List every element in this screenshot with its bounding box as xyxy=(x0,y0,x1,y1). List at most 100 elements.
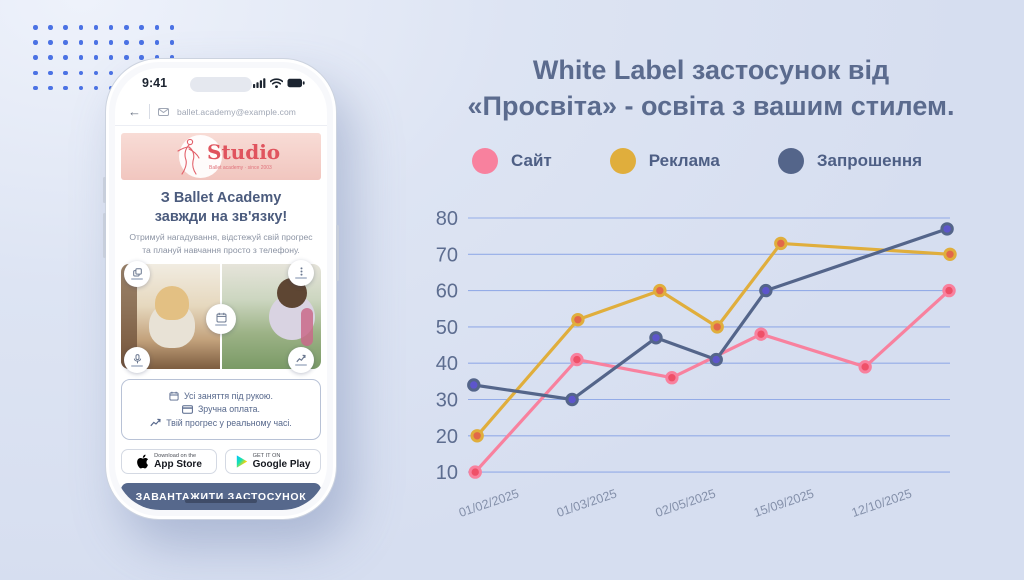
trend-up-icon xyxy=(150,418,161,427)
mail-nav-bar: ← ballet.academy@example.com xyxy=(115,98,327,126)
phone-side-button xyxy=(103,177,106,203)
data-point xyxy=(468,465,482,479)
y-tick-label: 20 xyxy=(436,426,458,448)
phone-heading-line2: завжди на зв'язку! xyxy=(154,208,288,225)
wifi-icon xyxy=(270,78,283,88)
legend-label: Реклама xyxy=(648,151,720,170)
data-point xyxy=(565,392,579,407)
copy-pages-badge xyxy=(124,261,150,287)
x-tick-label: 02/05/2025 xyxy=(654,486,718,520)
phone-side-button xyxy=(336,225,339,281)
store-buttons: Download on the App Store GET IT ON xyxy=(121,449,321,474)
page-title-line1: White Label застосунок від xyxy=(532,55,890,85)
y-tick-label: 60 xyxy=(436,281,458,303)
series-line xyxy=(473,288,951,474)
y-tick-label: 30 xyxy=(436,390,458,412)
x-tick-label: 15/09/2025 xyxy=(752,486,816,520)
chart-growth-icon xyxy=(296,354,306,363)
google-play-tagline: GET IT ON xyxy=(252,452,281,459)
data-point xyxy=(754,327,768,341)
feature-row: Зручна оплата. xyxy=(126,404,316,414)
ballet-dancer-icon xyxy=(177,138,200,175)
microphone-icon xyxy=(133,353,141,363)
data-point xyxy=(709,352,723,367)
data-point xyxy=(942,283,956,298)
feature-label: Усі заняття під рукою. xyxy=(184,390,273,401)
data-point xyxy=(943,247,957,261)
nav-divider xyxy=(149,104,150,119)
legend-item-site: Сайт xyxy=(472,148,552,174)
stats-badge xyxy=(288,347,314,373)
studio-tagline: Ballet academy · since 2003 xyxy=(209,165,272,171)
data-point xyxy=(858,360,872,374)
legend-item-invites: Запрошення xyxy=(777,148,923,174)
google-play-logo-icon xyxy=(236,455,247,468)
studio-logo-banner: Studio Ballet academy · since 2003 xyxy=(121,133,321,180)
copy-icon xyxy=(132,268,142,277)
feature-row: Твій прогрес у реальному часі. xyxy=(126,418,316,428)
data-point xyxy=(665,371,679,385)
google-play-button[interactable]: GET IT ON Google Play xyxy=(225,449,321,474)
calendar-icon xyxy=(216,312,226,323)
phone-side-button xyxy=(103,213,106,258)
status-time: 9:41 xyxy=(142,76,168,90)
feature-row: Усі заняття під рукою. xyxy=(126,391,316,401)
logo-background-disc xyxy=(179,135,222,178)
data-point xyxy=(649,331,663,345)
phone-heading-line1: З Ballet Academy xyxy=(160,190,282,206)
features-card: Усі заняття під рукою. Зручна оплата. Тв… xyxy=(121,379,321,440)
legend-dot-ads xyxy=(609,148,636,174)
download-app-button[interactable]: ЗАВАНТАЖИТИ ЗАСТОСУНОК xyxy=(121,483,321,510)
kebab-menu-icon xyxy=(300,267,302,276)
feature-label: Зручна оплата. xyxy=(197,404,261,414)
y-tick-label: 70 xyxy=(436,244,458,266)
data-point xyxy=(759,283,773,298)
status-icons xyxy=(253,78,305,88)
data-point xyxy=(653,283,667,298)
data-point xyxy=(467,378,481,392)
battery-icon xyxy=(287,78,305,88)
home-indicator xyxy=(185,499,257,503)
badge-caption-placeholder xyxy=(131,278,143,280)
badge-caption-placeholder xyxy=(215,324,227,326)
y-tick-label: 80 xyxy=(436,208,458,230)
data-point xyxy=(710,320,724,334)
legend-dot-invites xyxy=(777,148,804,174)
chart-legend: Сайт Реклама Запрошення xyxy=(472,148,922,174)
series-line xyxy=(475,241,952,438)
phone-mockup: 9:41 ← xyxy=(103,58,339,520)
envelope-icon xyxy=(158,107,169,116)
apple-logo-icon xyxy=(137,454,149,469)
app-store-label: App Store xyxy=(154,459,202,471)
schedule-badge xyxy=(206,304,236,334)
x-tick-label: 01/02/2025 xyxy=(457,486,521,520)
app-store-tagline: Download on the xyxy=(154,452,197,459)
studio-logo-text: Studio xyxy=(207,140,281,164)
badge-caption-placeholder xyxy=(295,277,307,279)
sender-email[interactable]: ballet.academy@example.com xyxy=(177,106,296,117)
y-tick-label: 40 xyxy=(436,353,458,375)
data-point xyxy=(940,222,954,236)
calendar-icon xyxy=(169,391,179,401)
line-chart: 10 20 30 40 50 60 70 80 01/02/2025 01/03/2025 02/0… xyxy=(436,208,957,520)
phone-heading: З Ballet Academy завжди на зв'язку! xyxy=(115,189,327,226)
badge-caption-placeholder xyxy=(295,364,307,366)
data-point xyxy=(570,352,584,367)
voice-badge xyxy=(124,347,150,373)
page-title: White Label застосунок від «Просвіта» - … xyxy=(428,53,994,125)
data-point xyxy=(774,236,788,251)
legend-dot-site xyxy=(472,148,498,174)
cellular-signal-icon xyxy=(253,78,266,88)
legend-item-ads: Реклама xyxy=(609,148,720,174)
line-chart-container: 10 20 30 40 50 60 70 80 01/02/2025 01/03/2025 02/0… xyxy=(430,193,1024,540)
card-icon xyxy=(182,404,193,414)
y-tick-label: 10 xyxy=(436,462,458,484)
back-arrow-icon[interactable]: ← xyxy=(128,104,141,119)
page-title-line2: «Просвіта» - освіта з вашим стилем. xyxy=(467,90,955,121)
data-point xyxy=(571,312,585,327)
legend-label: Запрошення xyxy=(816,151,923,170)
photo-collage xyxy=(121,260,321,373)
app-store-button[interactable]: Download on the App Store xyxy=(121,449,217,474)
legend-label: Сайт xyxy=(511,151,552,170)
y-tick-label: 50 xyxy=(436,317,458,339)
